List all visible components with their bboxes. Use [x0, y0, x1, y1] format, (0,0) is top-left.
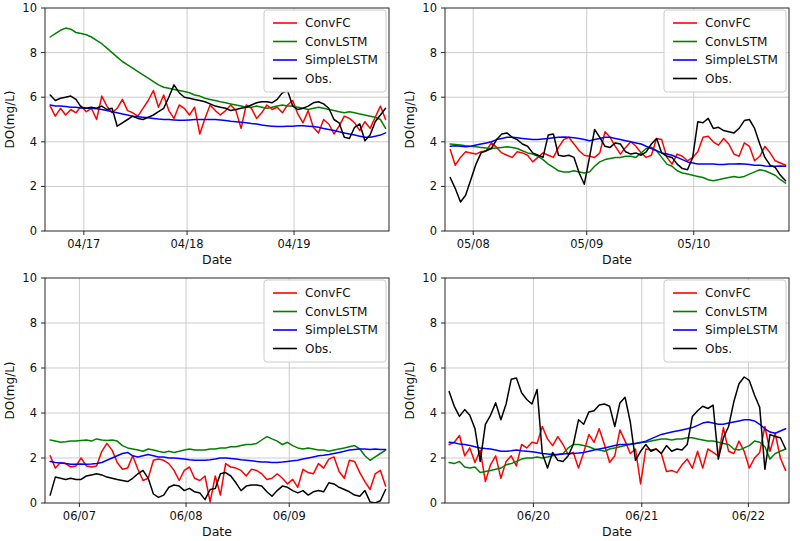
legend-label: Obs. — [305, 342, 332, 356]
legend-label: ConvLSTM — [305, 35, 367, 49]
legend-label: SimpleLSTM — [705, 323, 778, 337]
x-tick-label: 06/08 — [169, 509, 202, 523]
y-tick-label: 8 — [30, 46, 37, 60]
legend-label: SimpleLSTM — [305, 323, 378, 337]
legend-label: ConvFC — [705, 286, 751, 300]
series-line-convfc — [449, 427, 785, 484]
x-tick-label: 06/21 — [625, 509, 658, 523]
y-tick-label: 4 — [430, 406, 437, 420]
legend-label: ConvLSTM — [305, 305, 367, 319]
legend: ConvFC ConvLSTM SimpleLSTM Obs. — [264, 10, 386, 92]
y-tick-label: 6 — [30, 90, 37, 104]
y-tick-label: 6 — [430, 361, 437, 375]
legend-label: SimpleLSTM — [305, 53, 378, 67]
x-axis-label: Date — [602, 252, 632, 267]
x-tick-label: 06/07 — [63, 509, 96, 523]
legend-label: SimpleLSTM — [705, 53, 778, 67]
chart-canvas-bottom-left: 0 2 4 6 8 10 06/07 06/08 06/09 Date DO(mg/L) ConvFC… — [0, 270, 400, 541]
legend-label: Obs. — [705, 72, 732, 86]
series-group — [450, 118, 785, 202]
y-axis-label: DO(mg/L) — [403, 361, 417, 419]
series-group — [449, 377, 785, 484]
panel-top-right: 0 2 4 6 8 10 05/08 05/09 05/10 Date DO(mg/L) ConvFC… — [400, 0, 800, 270]
legend: ConvFC ConvLSTM SimpleLSTM Obs. — [264, 280, 386, 362]
x-tick-label: 05/10 — [677, 237, 710, 251]
panel-bottom-right: 0 2 4 6 8 10 06/20 06/21 06/22 Date DO(mg/L) ConvFC… — [400, 270, 800, 541]
series-line-obs — [450, 118, 785, 202]
y-tick-label: 6 — [30, 361, 37, 375]
y-tick-label: 2 — [30, 179, 37, 193]
x-axis-label: Date — [202, 524, 232, 539]
chart-canvas-top-right: 0 2 4 6 8 10 05/08 05/09 05/10 Date DO(mg/L) ConvFC… — [400, 0, 800, 270]
chart-canvas-bottom-right: 0 2 4 6 8 10 06/20 06/21 06/22 Date DO(mg/L) ConvFC… — [400, 270, 800, 541]
panel-top-left: 0 2 4 6 8 10 04/17 04/18 04/19 Date DO(mg/L) ConvFC… — [0, 0, 400, 270]
series-line-convfc — [450, 132, 785, 165]
x-tick-label: 06/09 — [273, 509, 306, 523]
y-tick-label: 6 — [430, 90, 437, 104]
y-axis-label: DO(mg/L) — [3, 361, 17, 419]
x-tick-label: 04/17 — [67, 237, 100, 251]
y-tick-label: 4 — [30, 135, 37, 149]
legend-label: Obs. — [305, 72, 332, 86]
y-tick-label: 8 — [30, 316, 37, 330]
x-axis-label: Date — [202, 252, 232, 267]
x-axis-label: Date — [602, 524, 632, 539]
legend-label: ConvLSTM — [705, 305, 767, 319]
legend-label: ConvLSTM — [705, 35, 767, 49]
x-tick-label: 05/09 — [570, 237, 603, 251]
legend: ConvFC ConvLSTM SimpleLSTM Obs. — [664, 10, 786, 92]
y-tick-label: 2 — [430, 179, 437, 193]
panel-bottom-left: 0 2 4 6 8 10 06/07 06/08 06/09 Date DO(mg/L) ConvFC… — [0, 270, 400, 541]
figure: 0 2 4 6 8 10 04/17 04/18 04/19 Date DO(mg/L) ConvFC… — [0, 0, 800, 541]
y-tick-label: 10 — [422, 271, 437, 285]
y-tick-label: 10 — [22, 1, 37, 15]
legend: ConvFC ConvLSTM SimpleLSTM Obs. — [664, 280, 786, 362]
legend-label: ConvFC — [305, 16, 351, 30]
y-tick-label: 8 — [430, 316, 437, 330]
series-group — [50, 437, 385, 503]
legend-label: ConvFC — [305, 286, 351, 300]
legend-label: ConvFC — [705, 16, 751, 30]
y-tick-label: 0 — [430, 496, 437, 510]
y-tick-label: 10 — [22, 271, 37, 285]
x-tick-label: 06/22 — [732, 509, 765, 523]
x-tick-label: 06/20 — [517, 509, 550, 523]
y-tick-label: 10 — [422, 1, 437, 15]
y-tick-label: 2 — [430, 451, 437, 465]
y-tick-label: 0 — [30, 224, 37, 238]
series-line-obs — [449, 377, 785, 469]
y-tick-label: 4 — [430, 135, 437, 149]
x-tick-label: 04/19 — [277, 237, 310, 251]
chart-canvas-top-left: 0 2 4 6 8 10 04/17 04/18 04/19 Date DO(mg/L) ConvFC… — [0, 0, 400, 270]
x-tick-label: 04/18 — [170, 237, 203, 251]
series-line-convfc — [50, 443, 385, 502]
y-axis-label: DO(mg/L) — [403, 90, 417, 148]
y-tick-label: 0 — [430, 224, 437, 238]
x-tick-label: 05/08 — [457, 237, 490, 251]
y-tick-label: 8 — [430, 46, 437, 60]
y-tick-label: 0 — [30, 496, 37, 510]
legend-label: Obs. — [705, 342, 732, 356]
y-tick-label: 4 — [30, 406, 37, 420]
y-axis-label: DO(mg/L) — [3, 90, 17, 148]
y-tick-label: 2 — [30, 451, 37, 465]
